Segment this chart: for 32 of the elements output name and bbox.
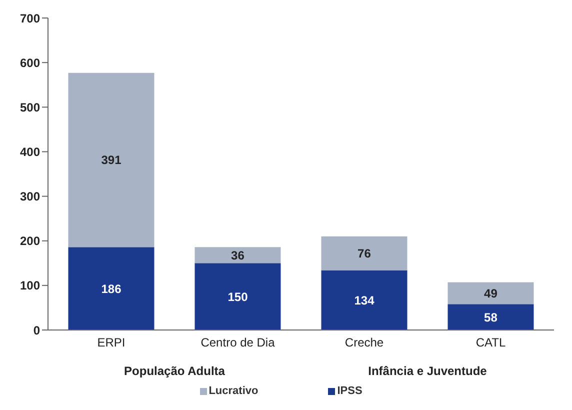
bar	[448, 282, 534, 304]
legend-label: IPSS	[336, 385, 362, 397]
data-label: 186	[101, 282, 122, 296]
x-tick-label: Creche	[344, 336, 384, 350]
bar	[68, 247, 154, 330]
data-label: 391	[101, 153, 122, 168]
data-label: 150	[228, 290, 248, 304]
legend-label: Lucrativo	[208, 385, 258, 397]
bar	[194, 263, 281, 330]
bar	[68, 72, 154, 248]
bar	[194, 247, 281, 264]
x-tick-label: ERPI	[97, 336, 126, 350]
data-label: 36	[231, 248, 245, 262]
y-tick-label: 500	[20, 100, 40, 114]
bar	[321, 270, 408, 330]
data-label: 49	[484, 286, 498, 300]
text: Infância e Juventude	[367, 364, 488, 378]
bar	[448, 304, 534, 330]
y-tick-label: 400	[20, 144, 40, 159]
data-label: 134	[354, 293, 375, 308]
y-tick-label: 200	[20, 234, 40, 248]
y-tick-label: 700	[20, 11, 40, 26]
text: População Adulta	[123, 364, 226, 378]
y-tick-label: 300	[20, 190, 40, 204]
data-label: 76	[358, 246, 372, 261]
bar	[321, 236, 408, 270]
x-tick-label: Centro de Dia	[200, 336, 276, 350]
y-tick-label: 100	[20, 278, 40, 293]
y-tick-label: 600	[20, 56, 40, 70]
data-label: 58	[484, 310, 498, 324]
x-tick-label: CATL	[476, 336, 506, 350]
y-tick-label: 0	[33, 323, 40, 338]
